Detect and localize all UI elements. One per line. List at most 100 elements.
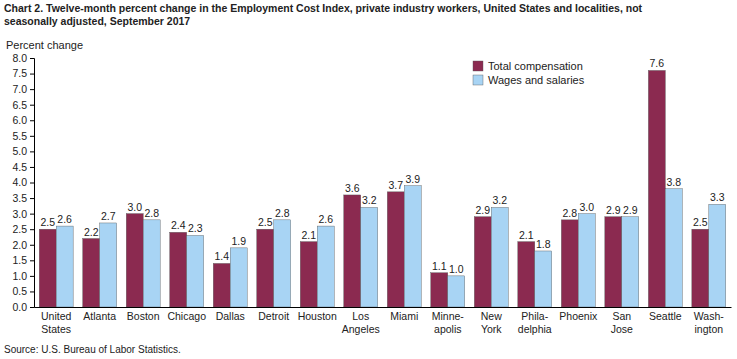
y-tick: 0.5	[12, 285, 34, 297]
data-label: 3.6	[345, 182, 360, 194]
y-tick: 4.0	[12, 176, 34, 188]
bar	[605, 217, 622, 307]
x-tick: Dallas	[216, 310, 245, 322]
x-tick-label-line: United	[41, 310, 72, 322]
y-tick: 4.5	[12, 161, 34, 173]
x-tick-label: LosAngeles	[342, 310, 380, 334]
x-tick-label-line: States	[41, 323, 71, 335]
y-tick-mark	[30, 136, 34, 137]
x-tick-label: Miami	[390, 310, 418, 322]
y-tick-mark	[30, 229, 34, 230]
y-tick-mark	[30, 198, 34, 199]
y-tick-mark	[30, 183, 34, 184]
x-tick-label: Atlanta	[83, 310, 116, 322]
x-tick-label: Seattle	[649, 310, 682, 322]
x-tick-label-line: Phila-	[521, 310, 548, 322]
y-axis-line	[30, 59, 35, 308]
bar	[709, 204, 726, 307]
y-tick-label: 4.0	[12, 176, 27, 188]
title-line: Chart 2. Twelve-month percent change in …	[4, 2, 643, 14]
data-label: 2.6	[57, 213, 72, 225]
data-label: 3.3	[710, 191, 725, 203]
x-tick-label-line: Los	[352, 310, 369, 322]
bar	[518, 242, 535, 307]
y-tick-label: 7.0	[12, 83, 27, 95]
y-tick: 7.0	[12, 83, 34, 95]
x-tick-label-line: Houston	[298, 310, 337, 322]
bar	[100, 223, 117, 307]
x-tick: Wash-ington	[694, 310, 724, 334]
data-label: 2.8	[144, 207, 159, 219]
y-tick-label: 6.0	[12, 114, 27, 126]
bar	[561, 220, 578, 307]
data-label: 2.9	[475, 204, 490, 216]
x-tick-label: Wash-ington	[694, 310, 724, 334]
bar	[300, 242, 317, 307]
x-tick: Houston	[298, 310, 337, 322]
data-label: 2.9	[606, 204, 621, 216]
y-tick: 6.5	[12, 99, 34, 111]
bar	[143, 220, 160, 307]
x-tick-label: Phila-delphia	[518, 310, 552, 334]
y-tick-label: 3.5	[12, 192, 27, 204]
y-tick-mark	[30, 151, 34, 152]
data-label: 7.6	[650, 57, 665, 69]
bar	[39, 229, 56, 307]
legend-label: Total compensation	[488, 60, 583, 72]
data-label: 2.3	[188, 222, 203, 234]
y-tick: 5.5	[12, 130, 34, 142]
source-note: Source: U.S. Bureau of Labor Statistics.	[4, 344, 181, 355]
bar	[387, 192, 404, 307]
bar	[56, 226, 73, 307]
y-axis: 0.00.51.01.52.02.53.03.54.04.55.05.56.06…	[12, 52, 34, 313]
data-label: 1.4	[214, 250, 229, 262]
x-tick: Chicago	[167, 310, 206, 322]
data-label: 1.8	[536, 238, 551, 250]
y-tick: 6.0	[12, 114, 34, 126]
title-line: seasonally adjusted, September 2017	[4, 15, 190, 27]
x-tick-label: Chicago	[167, 310, 206, 322]
x-tick: NewYork	[481, 310, 503, 334]
data-label: 3.0	[127, 201, 142, 213]
y-tick-label: 1.5	[12, 254, 27, 266]
legend-swatch	[473, 75, 483, 85]
y-tick: 2.0	[12, 239, 34, 251]
y-tick: 5.0	[12, 145, 34, 157]
y-tick: 1.5	[12, 254, 34, 266]
y-tick: 3.5	[12, 192, 34, 204]
y-tick-mark	[30, 260, 34, 261]
data-label: 2.5	[693, 216, 708, 228]
bars	[39, 70, 726, 307]
y-tick: 3.0	[12, 207, 34, 219]
y-tick-label: 0.5	[12, 285, 27, 297]
y-tick-mark	[30, 276, 34, 277]
x-tick-label-line: Angeles	[342, 323, 380, 335]
y-tick: 0.0	[12, 301, 34, 313]
x-tick: Seattle	[649, 310, 682, 322]
y-tick-mark	[30, 167, 34, 168]
y-tick-mark	[30, 307, 34, 308]
data-label: 2.5	[40, 216, 55, 228]
x-tick-label-line: apolis	[434, 323, 461, 335]
y-tick-mark	[30, 74, 34, 75]
x-tick: Atlanta	[83, 310, 116, 322]
y-tick-label: 8.0	[12, 52, 27, 64]
y-tick-mark	[30, 89, 34, 90]
x-tick-label-line: Wash-	[694, 310, 724, 322]
x-tick-label: UnitedStates	[41, 310, 72, 334]
x-tick-label: Dallas	[216, 310, 245, 322]
data-label: 2.7	[101, 210, 116, 222]
data-label: 3.8	[666, 176, 681, 188]
x-tick-label-line: New	[481, 310, 502, 322]
x-axis-line	[35, 307, 732, 308]
data-label: 2.5	[258, 216, 273, 228]
bar	[404, 186, 421, 307]
x-tick: Miami	[390, 310, 418, 322]
y-tick-label: 5.5	[12, 130, 27, 142]
y-tick-label: 0.0	[12, 301, 27, 313]
y-tick: 7.5	[12, 67, 34, 79]
bar	[126, 214, 143, 307]
x-tick: Detroit	[258, 310, 289, 322]
x-tick-label-line: Dallas	[216, 310, 245, 322]
x-tick-label-line: Miami	[390, 310, 418, 322]
